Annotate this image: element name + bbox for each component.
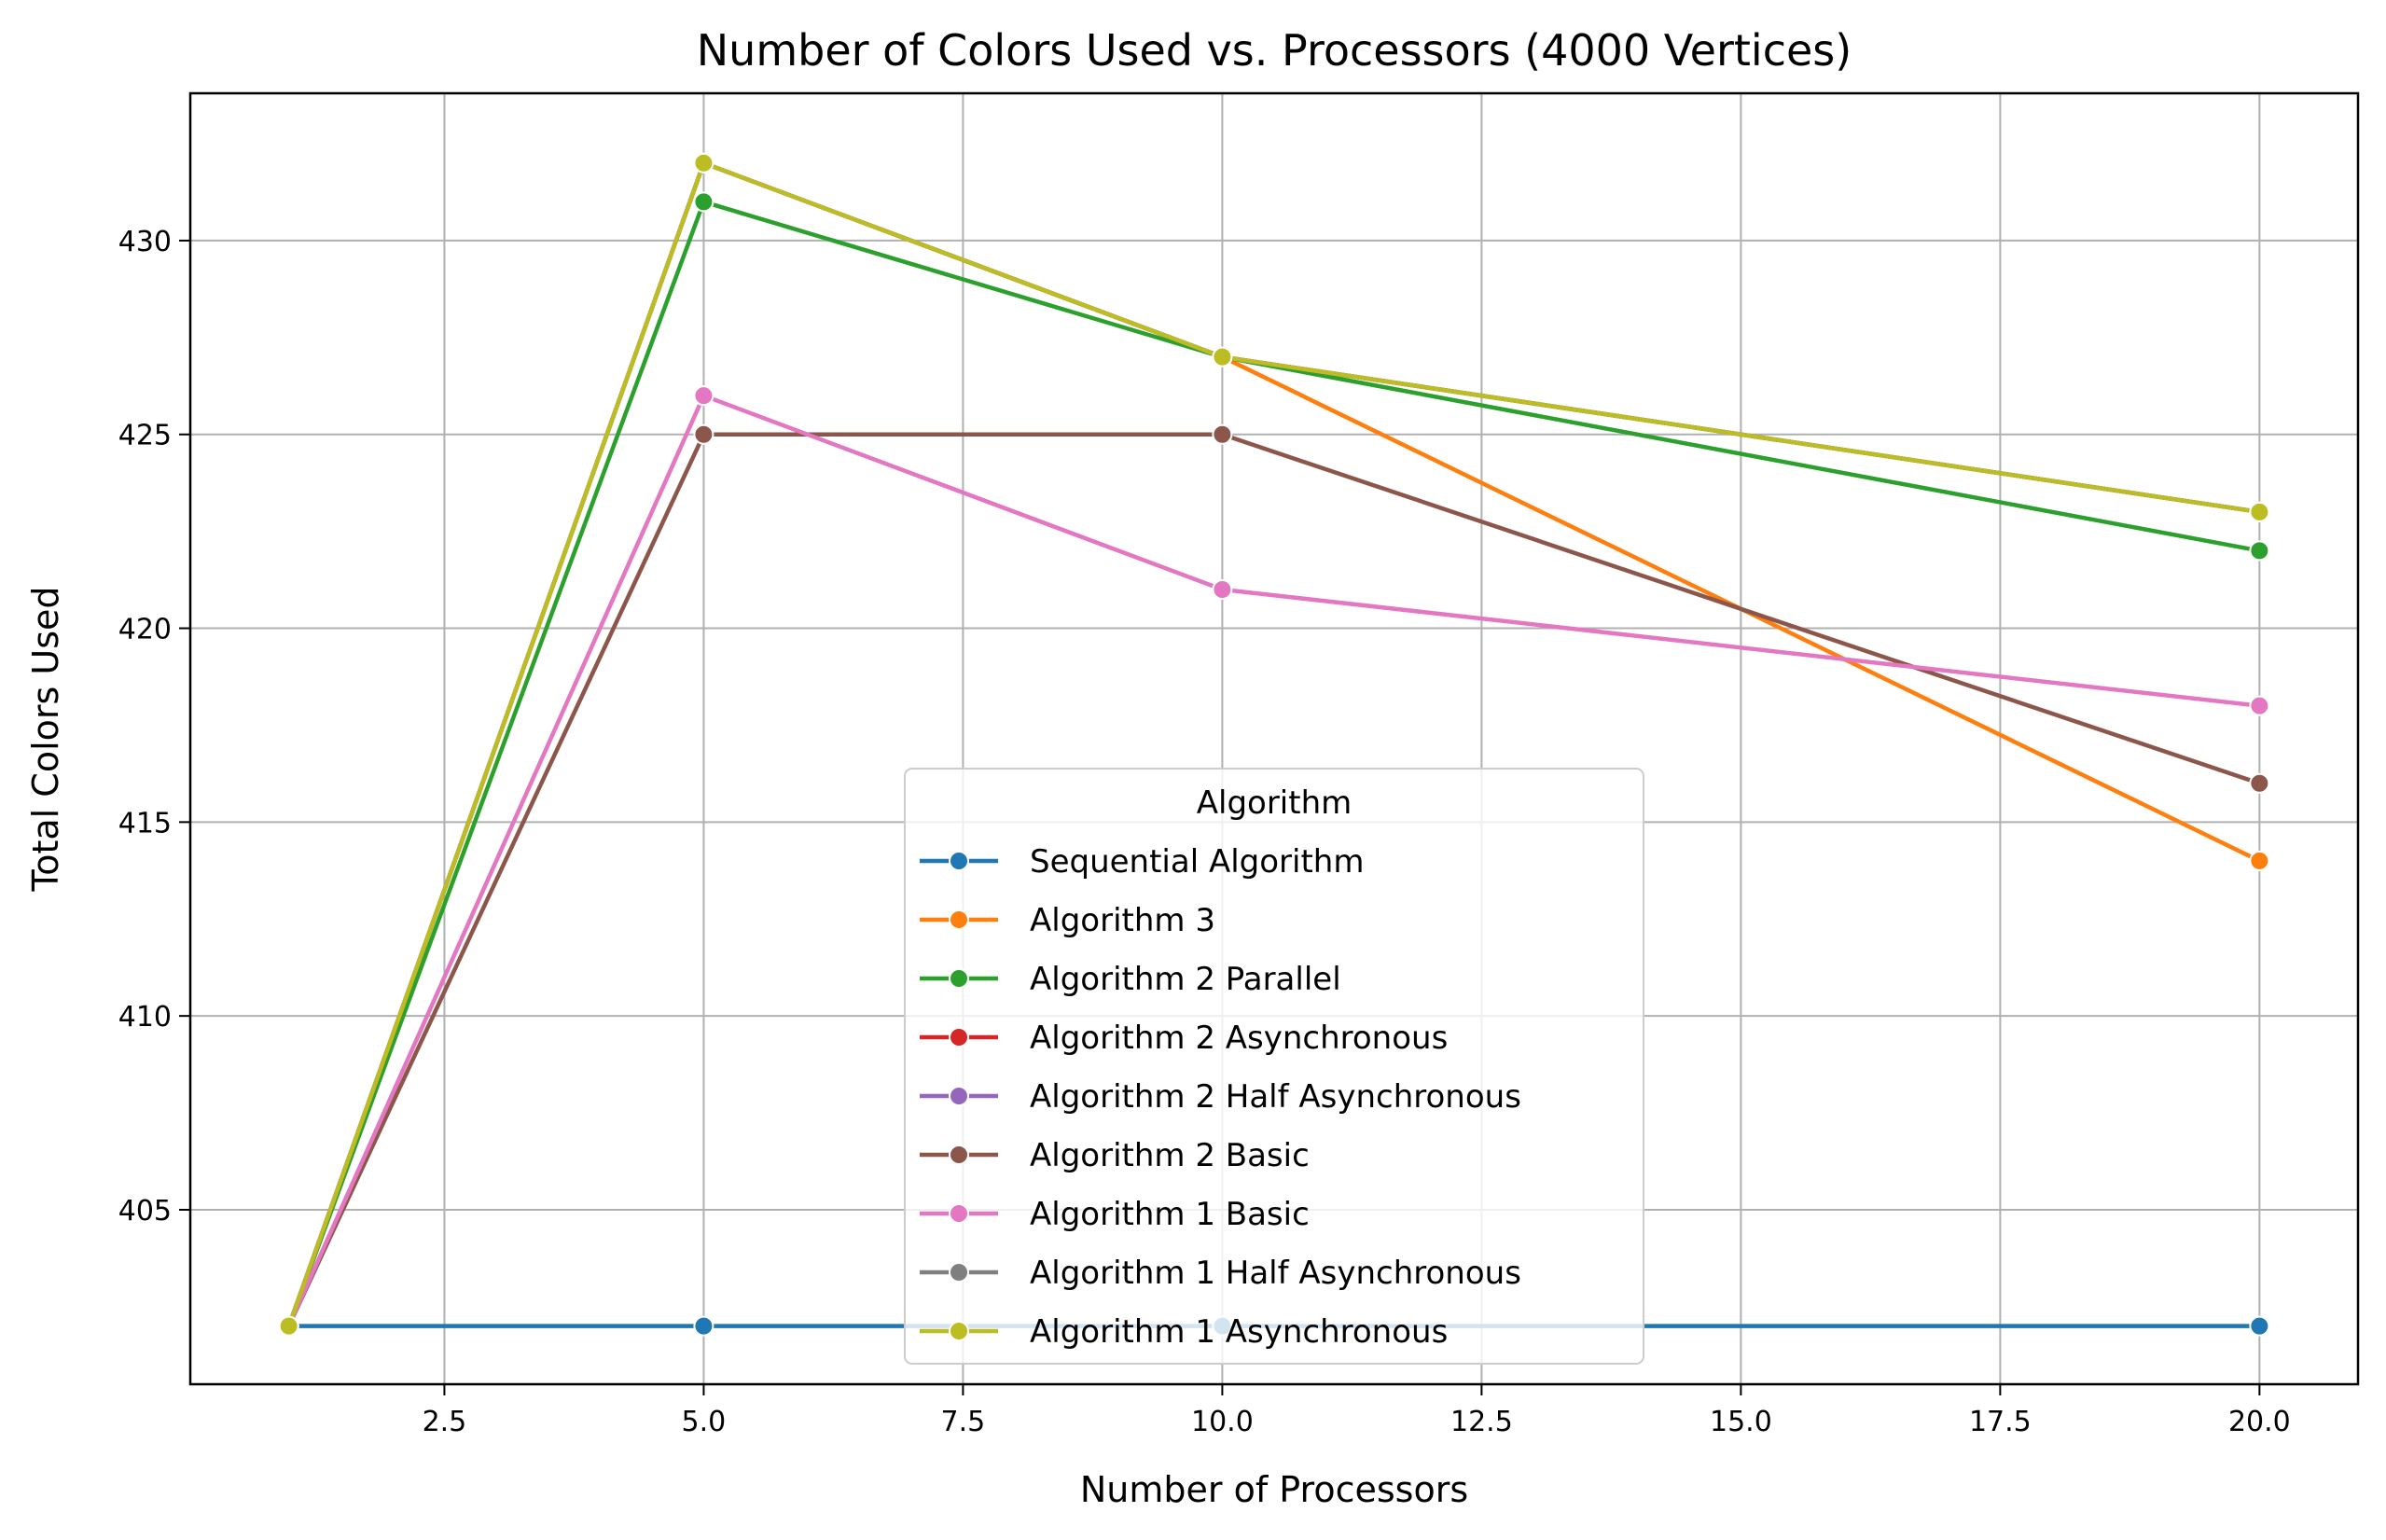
x-tick-label: 5.0	[682, 1406, 727, 1438]
data-point	[693, 152, 714, 173]
data-point	[1212, 423, 1233, 445]
legend-label: Sequential Algorithm	[1030, 843, 1364, 881]
legend: Algorithm Sequential Algorithm Algorithm …	[904, 768, 1644, 1365]
x-tick-label: 10.0	[1191, 1406, 1254, 1438]
x-axis: 2.5 5.0 7.5 10.0 12.5 15.0 17.5 20.0	[423, 1384, 2291, 1438]
legend-marker	[949, 968, 969, 989]
y-tick-label: 420	[118, 614, 172, 646]
series-line	[286, 160, 2260, 1327]
plot-frame	[188, 91, 2360, 1386]
legend-label: Algorithm 1 Basic	[1030, 1196, 1310, 1233]
data-point	[693, 385, 714, 407]
data-point	[693, 423, 714, 445]
legend-item: Algorithm 2 Parallel	[920, 961, 1341, 998]
x-tick-label: 2.5	[423, 1406, 467, 1438]
data-point	[2249, 1315, 2270, 1337]
y-tick-label: 405	[118, 1195, 172, 1228]
data-point	[278, 1315, 299, 1337]
legend-label: Algorithm 2 Asynchronous	[1030, 1020, 1448, 1057]
x-tick-label: 20.0	[2228, 1406, 2291, 1438]
legend-item: Algorithm 1 Asynchronous	[920, 1313, 1448, 1351]
series	[278, 152, 2270, 1337]
legend-label: Algorithm 2 Half Asynchronous	[1030, 1078, 1521, 1116]
legend-label: Algorithm 1 Asynchronous	[1030, 1313, 1448, 1351]
y-tick-label: 415	[118, 807, 172, 839]
y-tick-label: 425	[118, 420, 172, 452]
series-line	[286, 432, 2261, 1327]
data-point	[693, 191, 714, 213]
legend-marker	[949, 1262, 969, 1283]
chart-title: Number of Colors Used vs. Processors (40…	[697, 25, 1852, 76]
x-tick-label: 17.5	[1969, 1406, 2032, 1438]
y-tick-label: 430	[118, 226, 172, 258]
legend-title: Algorithm	[1197, 784, 1353, 822]
x-axis-label: Number of Processors	[1080, 1469, 1468, 1510]
x-tick-label: 12.5	[1450, 1406, 1513, 1438]
legend-marker	[949, 1203, 969, 1224]
data-point	[2249, 850, 2270, 871]
legend-marker	[949, 1027, 969, 1047]
legend-label: Algorithm 1 Half Asynchronous	[1030, 1255, 1521, 1292]
y-axis-label: Total Colors Used	[25, 586, 66, 892]
legend-item: Algorithm 1 Basic	[920, 1196, 1310, 1233]
data-point	[1212, 346, 1233, 368]
y-tick-label: 410	[118, 1001, 172, 1034]
legend-box	[904, 768, 1644, 1365]
legend-item: Algorithm 2 Basic	[920, 1137, 1310, 1174]
series-line	[286, 200, 2260, 1327]
legend-marker	[949, 1086, 969, 1106]
data-point	[693, 1315, 714, 1337]
data-point	[2249, 540, 2270, 562]
legend-item: Algorithm 1 Half Asynchronous	[920, 1255, 1521, 1292]
legend-item: Sequential Algorithm	[920, 843, 1364, 881]
legend-item: Algorithm 2 Asynchronous	[920, 1020, 1448, 1057]
x-tick-label: 7.5	[941, 1406, 986, 1438]
legend-marker	[949, 851, 969, 871]
legend-marker	[949, 1145, 969, 1165]
legend-label: Algorithm 2 Parallel	[1030, 961, 1341, 998]
legend-label: Algorithm 2 Basic	[1030, 1137, 1310, 1174]
data-point	[2249, 501, 2270, 522]
legend-marker	[949, 1321, 969, 1341]
data-point	[2249, 772, 2270, 794]
data-point	[1212, 578, 1233, 600]
legend-item: Algorithm 2 Half Asynchronous	[920, 1078, 1521, 1116]
data-point	[2249, 695, 2270, 716]
legend-label: Algorithm 3	[1030, 902, 1215, 939]
series-line	[286, 393, 2260, 1327]
legend-item: Algorithm 3	[920, 902, 1215, 939]
y-axis: 405 410 415 420 425 430	[118, 226, 190, 1228]
legend-marker	[949, 909, 969, 930]
x-tick-label: 15.0	[1710, 1406, 1772, 1438]
legend-items: Sequential Algorithm Algorithm 3 Algorithm…	[920, 843, 1521, 1351]
